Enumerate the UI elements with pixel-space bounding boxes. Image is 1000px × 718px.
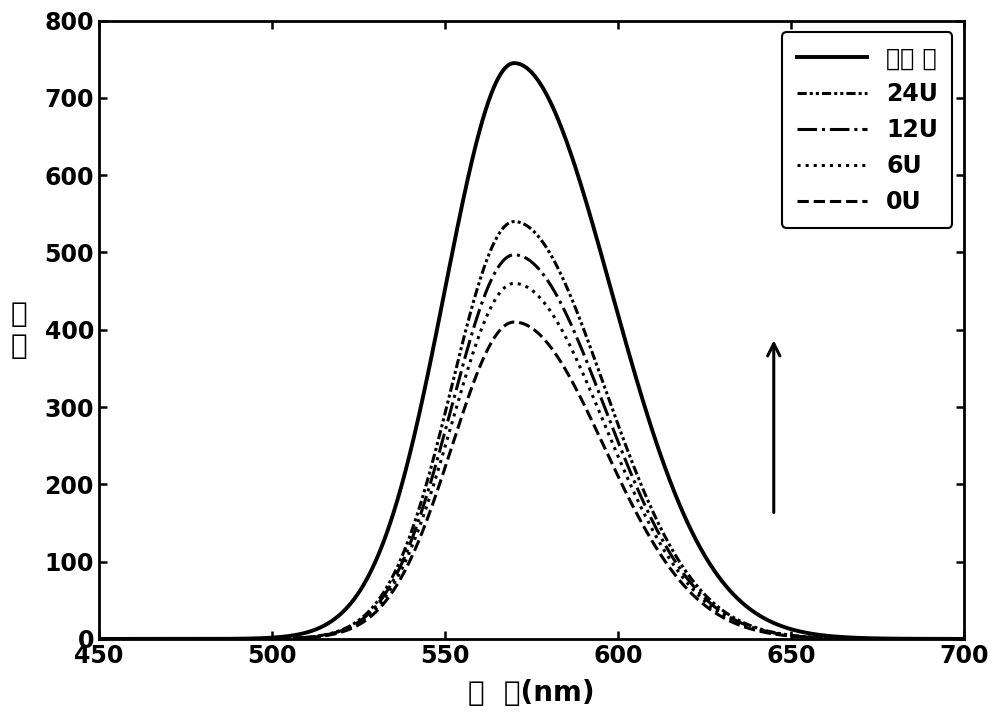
6U [137,635,149,643]
24U [933,635,945,643]
量子 点 [514,60,526,68]
量子 点 [933,635,945,643]
12U [775,630,787,638]
0U [137,635,149,643]
量子 点 [958,635,970,643]
24U [93,635,105,643]
量子 点 [775,622,787,630]
Line: 24U: 24U [99,222,964,639]
0U [491,330,503,339]
12U [137,635,149,643]
24U [508,218,520,226]
12U [93,635,105,643]
12U [508,251,520,259]
0U [933,635,945,643]
6U [491,293,503,302]
Line: 量子 点: 量子 点 [99,63,964,639]
量子 点 [508,59,520,67]
X-axis label: 波  长(nm): 波 长(nm) [468,679,595,707]
0U [775,630,787,639]
6U [93,635,105,643]
6U [508,279,520,288]
0U [958,635,970,643]
24U [775,630,787,638]
0U [933,635,945,643]
24U [514,218,526,227]
12U [958,635,970,643]
0U [93,635,105,643]
量子 点 [491,77,503,85]
6U [958,635,970,643]
量子 点 [93,635,105,643]
Line: 12U: 12U [99,255,964,639]
Line: 6U: 6U [99,284,964,639]
6U [933,635,945,643]
24U [958,635,970,643]
量子 点 [137,635,149,643]
24U [933,635,945,643]
Y-axis label: 强
度: 强 度 [11,299,28,360]
24U [491,233,503,242]
量子 点 [933,635,945,643]
Legend: 量子 点, 24U, 12U, 6U, 0U: 量子 点, 24U, 12U, 6U, 0U [782,32,952,228]
6U [933,635,945,643]
12U [514,251,526,260]
6U [775,630,787,639]
12U [933,635,945,643]
0U [508,318,520,327]
24U [137,635,149,643]
6U [514,280,526,289]
0U [514,318,526,327]
12U [933,635,945,643]
12U [491,266,503,274]
Line: 0U: 0U [99,322,964,639]
